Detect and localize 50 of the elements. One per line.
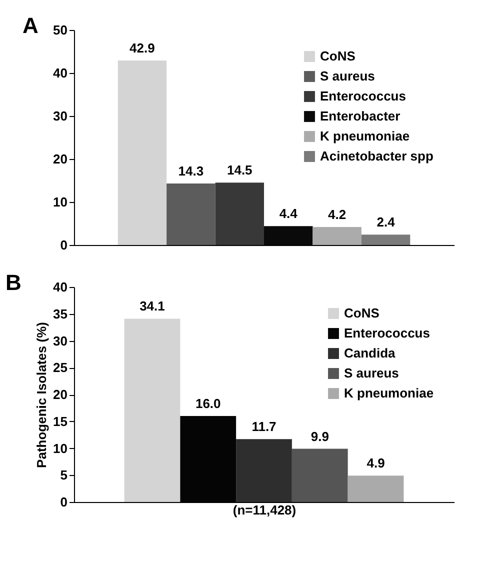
data-label: 42.9	[130, 40, 155, 56]
y-tick-label: 0	[60, 494, 68, 510]
data-label: 11.7	[252, 419, 276, 434]
data-label: 4.9	[366, 456, 385, 471]
y-tick-label: 30	[53, 108, 68, 124]
y-tick-label: 50	[53, 22, 68, 38]
bar	[236, 439, 292, 502]
data-label: 4.2	[328, 206, 346, 222]
bar	[166, 184, 216, 245]
chart-title: B	[6, 270, 22, 295]
y-tick-label: 25	[53, 360, 68, 376]
legend-label: CoNS	[344, 306, 380, 320]
data-label: 9.9	[310, 428, 329, 444]
legend-label: K pneumoniae	[344, 386, 434, 400]
legend-label: Enterococcus	[344, 326, 430, 340]
y-axis-title: Pathogenic Isolates (%)	[34, 322, 50, 468]
legend-label: Enterobacter	[320, 108, 400, 124]
y-tick-label: 0	[60, 238, 68, 252]
bar	[312, 226, 362, 245]
chart-title: A	[22, 13, 39, 38]
legend-label: Enterococcus	[320, 88, 406, 104]
data-label: 16.0	[195, 396, 221, 411]
bar	[348, 476, 404, 502]
data-label: 14.3	[178, 164, 204, 179]
y-tick-label: 20	[53, 152, 68, 166]
y-tick-label: 30	[53, 333, 68, 348]
data-label: 34.1	[140, 298, 165, 314]
bar	[118, 60, 167, 245]
data-label: 14.5	[226, 162, 252, 178]
legend-label: K pneumoniae	[320, 128, 410, 144]
y-tick-label: 35	[53, 306, 68, 322]
y-tick-label: 10	[53, 194, 68, 210]
y-tick-label: 15	[53, 414, 68, 429]
y-tick-label: 20	[53, 387, 68, 402]
data-label: 2.4	[376, 214, 396, 230]
bar	[361, 234, 410, 245]
x-axis-title: (n=11,428)	[232, 502, 296, 518]
legend-label: Acinetobacter spp	[320, 148, 434, 164]
y-tick-label: 40	[53, 280, 68, 294]
legend-label: CoNS	[320, 48, 356, 64]
legend-label: S aureus	[320, 68, 375, 84]
y-tick-label: 5	[60, 468, 68, 483]
bar	[292, 448, 348, 502]
y-tick-label: 40	[53, 66, 68, 80]
y-tick-label: 10	[53, 440, 68, 456]
legend-label: S aureus	[344, 366, 399, 380]
legend-label: Candida	[344, 346, 396, 360]
bar	[124, 318, 180, 502]
data-label: 4.4	[279, 206, 298, 222]
bar	[215, 182, 264, 245]
